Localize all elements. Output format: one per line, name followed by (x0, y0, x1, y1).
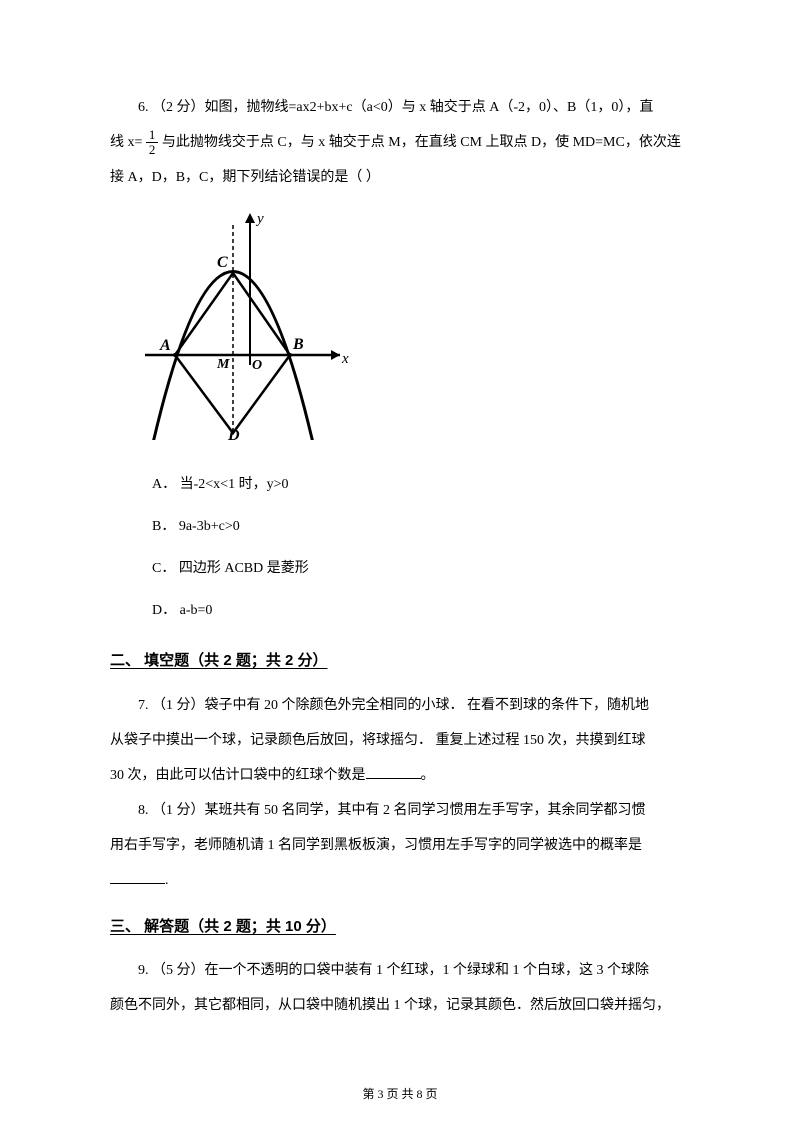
q6-option-c: C． 四边形 ACBD 是菱形 (152, 548, 690, 590)
frac-den: 2 (146, 143, 159, 157)
q7-line2: 从袋子中摸出一个球，记录颜色后放回，将球摇匀． 重复上述过程 150 次，共摸到… (110, 723, 690, 758)
blank-q7 (366, 765, 421, 779)
q6-line2-b: 与此抛物线交于点 C，与 x 轴交于点 M，在直线 CM 上取点 D，使 MD=… (158, 135, 680, 150)
page-footer: 第 3 页 共 8 页 (0, 1088, 800, 1100)
q8-line1: 8. （1 分）某班共有 50 名同学，其中有 2 名同学习惯用左手写字，其余同… (110, 793, 690, 828)
q6-option-a: A． 当-2<x<1 时，y>0 (152, 464, 690, 506)
q9-line2: 颜色不同外，其它都相同，从口袋中随机摸出 1 个球，记录其颜色．然后放回口袋并摇… (110, 988, 690, 1023)
frac-num: 1 (146, 128, 159, 143)
q6-option-d: D． a-b=0 (152, 590, 690, 632)
svg-text:D: D (227, 427, 240, 440)
q7-line3-a: 30 次，由此可以估计口袋中的红球个数是 (110, 768, 366, 783)
svg-text:M: M (216, 357, 230, 372)
svg-text:C: C (217, 254, 228, 271)
fraction-half: 12 (146, 128, 159, 158)
q6-line3: 接 A，D，B，C，期下列结论错误的是（ ） (110, 160, 690, 195)
q7-line1: 7. （1 分）袋子中有 20 个除颜色外完全相同的小球． 在看不到球的条件下，… (110, 688, 690, 723)
blank-q8 (110, 870, 165, 884)
q6-line1: 6. （2 分）如图，抛物线=ax2+bx+c（a<0）与 x 轴交于点 A（-… (110, 90, 690, 125)
svg-text:y: y (255, 211, 264, 227)
svg-text:x: x (341, 351, 349, 367)
q6-line2: 线 x= 12 与此抛物线交于点 C，与 x 轴交于点 M，在直线 CM 上取点… (110, 125, 690, 160)
q8-line3: . (110, 863, 690, 898)
q8-line3-dot: . (165, 873, 169, 888)
parabola-diagram: y x A B C D M O (145, 205, 690, 454)
svg-text:O: O (252, 358, 262, 373)
q9-line1: 9. （5 分）在一个不透明的口袋中装有 1 个红球，1 个绿球和 1 个白球，… (110, 953, 690, 988)
q8-line2: 用右手写字，老师随机请 1 名同学到黑板板演，习惯用左手写字的同学被选中的概率是 (110, 828, 690, 863)
section-3-header: 三、 解答题（共 2 题；共 10 分） (110, 908, 690, 946)
q6-option-b: B． 9a-3b+c>0 (152, 506, 690, 548)
q6-line2-a: 线 x= (110, 135, 146, 150)
section-2-header: 二、 填空题（共 2 题；共 2 分） (110, 642, 690, 680)
q7-line3-b: 。 (421, 768, 435, 783)
svg-text:A: A (159, 337, 171, 354)
svg-text:B: B (292, 336, 304, 353)
q7-line3: 30 次，由此可以估计口袋中的红球个数是 。 (110, 758, 690, 793)
